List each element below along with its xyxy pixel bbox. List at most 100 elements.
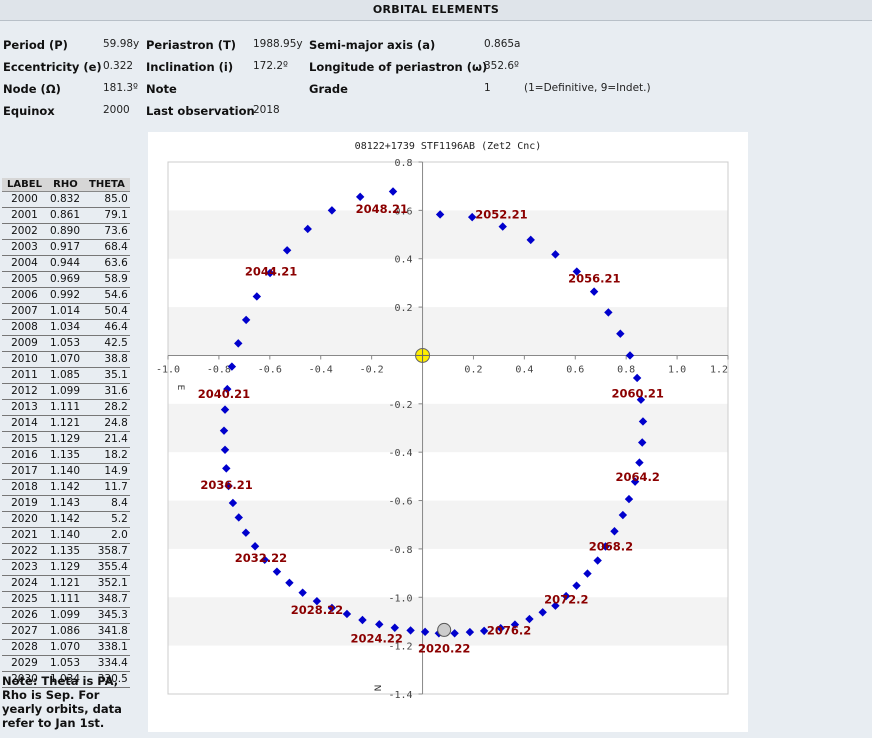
- orbit-point: [638, 417, 648, 426]
- node-label: Node (Ω): [3, 82, 61, 96]
- cell-rho: 1.135: [46, 447, 84, 464]
- cell-theta: 50.4: [84, 303, 130, 320]
- longitude-periastron-value: 352.6º: [484, 60, 520, 72]
- cell-label: 2018: [2, 479, 47, 496]
- orbit-point: [572, 267, 581, 276]
- cell-rho: 1.111: [46, 591, 84, 608]
- cell-theta: 355.4: [84, 559, 130, 576]
- orbit-chart-panel: 08122+1739 STF1196AB (Zet2 Cnc) -1.0 -0.8…: [148, 132, 748, 732]
- cell-theta: 21.4: [84, 431, 130, 448]
- orbit-point: [583, 569, 592, 578]
- cell-rho: 1.121: [46, 575, 84, 592]
- table-row: 2012 1.099 31.6: [2, 383, 130, 400]
- table-body: 2000 0.832 85.0 2001 0.861 79.1 2002 0.890 73.6 2…: [2, 191, 130, 688]
- cell-rho: 1.111: [46, 399, 84, 416]
- orbit-point: [241, 315, 251, 325]
- cell-label: 2012: [2, 383, 47, 400]
- orbit-point: [604, 308, 613, 317]
- table-header-row: LABEL RHO THETA: [2, 178, 130, 192]
- y-tick-label: -0.8: [388, 545, 412, 556]
- orbit-point: [223, 384, 232, 394]
- cell-label: 2020: [2, 511, 47, 528]
- orbit-point: [525, 614, 534, 624]
- cell-label: 2026: [2, 607, 47, 624]
- inclination-value: 172.2º: [253, 60, 289, 72]
- table-row: 2004 0.944 63.6: [2, 255, 130, 272]
- orbit-point: [593, 556, 602, 565]
- cell-label: 2004: [2, 255, 47, 272]
- orbit-point: [272, 567, 282, 576]
- cell-theta: 85.0: [84, 191, 130, 208]
- cell-theta: 14.9: [84, 463, 130, 480]
- orbit-chart: 08122+1739 STF1196AB (Zet2 Cnc) -1.0 -0.8…: [156, 141, 729, 701]
- y-tick-label: -1.0: [388, 593, 412, 604]
- orbit-point: [222, 464, 231, 473]
- table-row: 2013 1.111 28.2: [2, 399, 130, 416]
- table-row: 2009 1.053 42.5: [2, 335, 130, 352]
- orbit-point: [630, 477, 640, 486]
- table-row: 2001 0.861 79.1: [2, 207, 130, 224]
- cell-label: 2013: [2, 399, 47, 416]
- orbit-point: [498, 222, 507, 231]
- semimajor-value: 0.865a: [484, 38, 521, 50]
- star-markers: [415, 347, 452, 637]
- cell-label: 2028: [2, 639, 47, 656]
- grade-description: (1=Definitive, 9=Indet.): [524, 82, 651, 94]
- equinox-value: 2000: [103, 104, 130, 116]
- cell-rho: 1.053: [46, 655, 84, 672]
- y-tick-label: 0.4: [394, 255, 412, 266]
- cell-rho: 1.034: [46, 671, 84, 688]
- cell-label: 2003: [2, 239, 47, 256]
- cell-theta: 341.8: [84, 623, 130, 640]
- orbit-point: [589, 287, 599, 296]
- table-row: 2010 1.070 38.8: [2, 351, 130, 368]
- periastron-label: Periastron (T): [146, 38, 237, 52]
- node-value: 181.3º: [103, 82, 139, 94]
- chart-title: 08122+1739 STF1196AB (Zet2 Cnc): [355, 141, 542, 152]
- column-header-label: LABEL: [2, 178, 47, 192]
- cell-theta: 338.1: [84, 639, 130, 656]
- cell-label: 2022: [2, 543, 47, 560]
- cell-theta: 2.0: [84, 527, 130, 544]
- cell-rho: 0.890: [46, 223, 84, 240]
- x-tick-label: 1.2: [710, 364, 728, 375]
- orbit-point: [282, 246, 292, 255]
- x-tick-label: -0.4: [309, 364, 333, 375]
- table-row: 2002 0.890 73.6: [2, 223, 130, 240]
- table-row: 2017 1.140 14.9: [2, 463, 130, 480]
- cell-theta: 31.6: [84, 383, 130, 400]
- table-row: 2023 1.129 355.4: [2, 559, 130, 576]
- x-tick-label: 1.0: [668, 364, 686, 375]
- x-tick-label: 0.2: [464, 364, 482, 375]
- table-row: 2020 1.142 5.2: [2, 511, 130, 528]
- column-header-rho: RHO: [46, 178, 84, 192]
- cell-theta: 63.6: [84, 255, 130, 272]
- east-label: E: [175, 385, 185, 391]
- cell-theta: 42.5: [84, 335, 130, 352]
- cell-label: 2009: [2, 335, 47, 352]
- cell-theta: 24.8: [84, 415, 130, 432]
- cell-rho: 1.014: [46, 303, 84, 320]
- table-row: 2000 0.832 85.0: [2, 191, 130, 208]
- table-row: 2029 1.053 334.4: [2, 655, 130, 672]
- orbit-point: [358, 615, 367, 625]
- cell-rho: 1.086: [46, 623, 84, 640]
- cell-rho: 1.070: [46, 639, 84, 656]
- date-label: 2032.22: [235, 551, 287, 565]
- orbit-point: [298, 588, 307, 597]
- y-tick-label: -0.2: [388, 400, 412, 411]
- orbit-point: [624, 494, 634, 504]
- x-tick-label: -1.0: [156, 364, 180, 375]
- orbit-point: [616, 329, 625, 338]
- orbit-point: [467, 212, 477, 222]
- table-note: Note: Theta is PA, Rho is Sep. For yearl…: [2, 674, 122, 730]
- cell-label: 2008: [2, 319, 47, 336]
- cell-label: 2017: [2, 463, 47, 480]
- cell-label: 2005: [2, 271, 47, 288]
- y-tick-label: -0.6: [388, 497, 412, 508]
- table-row: 2015 1.129 21.4: [2, 431, 130, 448]
- cell-theta: 73.6: [84, 223, 130, 240]
- cell-rho: 1.085: [46, 367, 84, 384]
- orbit-point: [390, 623, 399, 632]
- cell-rho: 0.969: [46, 271, 84, 288]
